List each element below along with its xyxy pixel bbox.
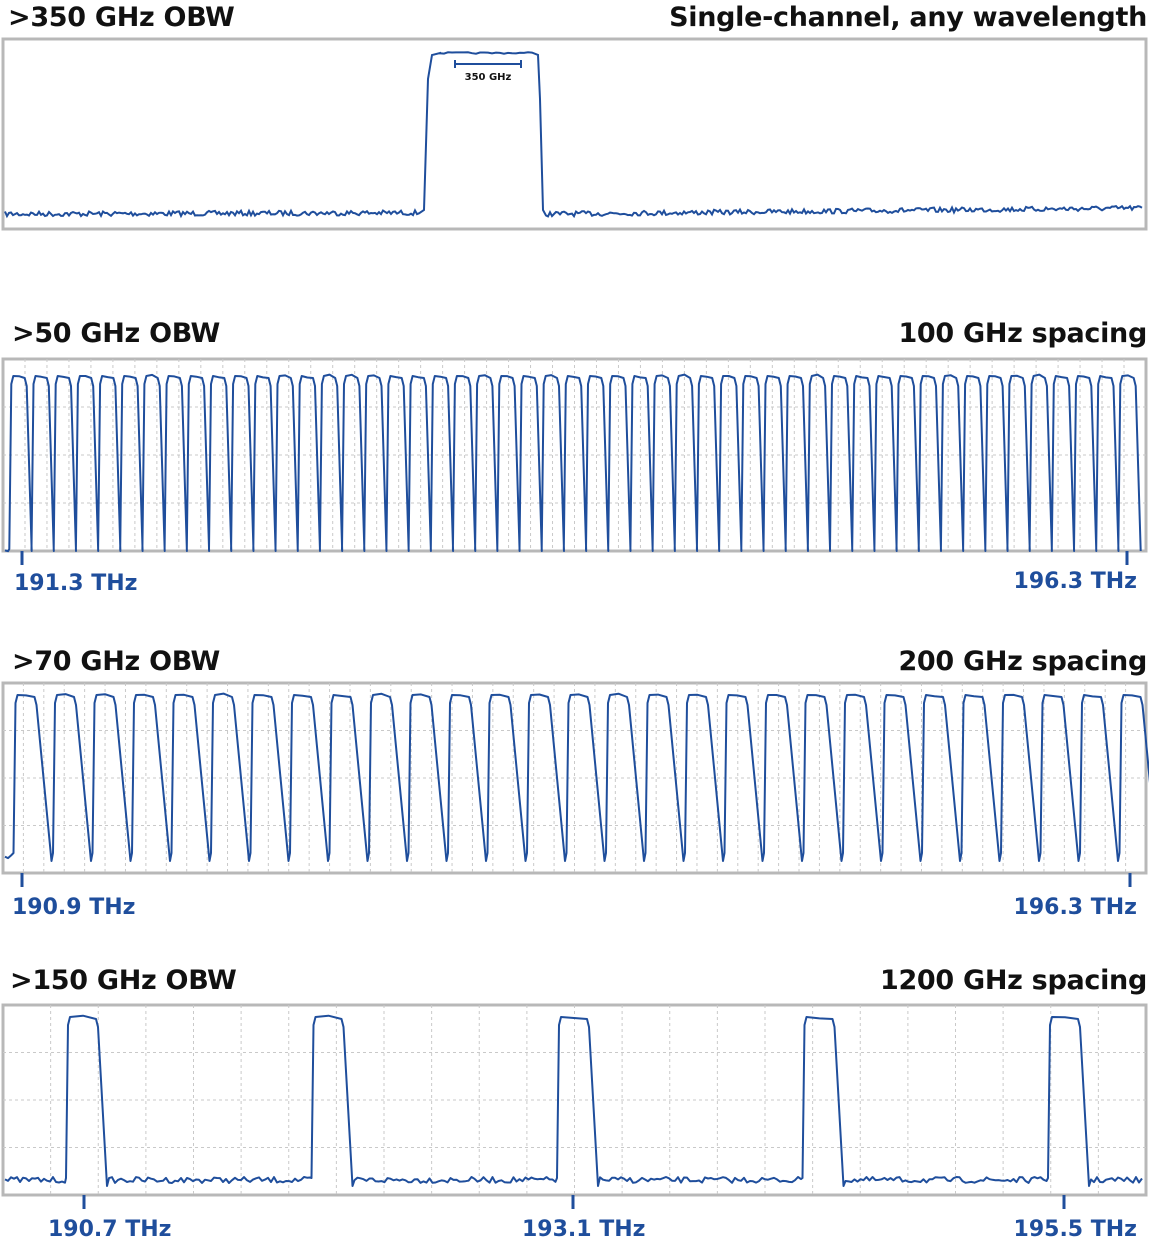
panel-2-tick-label-2: 196.3 THz xyxy=(1013,569,1137,594)
panel-4-tick-label-2: 193.1 THz xyxy=(522,1217,646,1242)
panel-1-plot: 350 GHz xyxy=(1,37,1148,231)
panel-1-title: >350 GHz OBW xyxy=(8,2,235,33)
panel-4-subtitle: 1200 GHz spacing xyxy=(879,965,1147,996)
panel-3-title: >70 GHz OBW xyxy=(12,646,221,677)
panel-3-tick-label-2: 196.3 THz xyxy=(1013,895,1137,920)
panel-4-trace xyxy=(4,1014,1143,1187)
panel-3-plot xyxy=(1,681,1149,887)
panel-2-trace xyxy=(4,373,1142,553)
panel-2-plot xyxy=(1,357,1148,565)
panel-3-subtitle: 200 GHz spacing xyxy=(898,646,1147,677)
panel-4-title: >150 GHz OBW xyxy=(10,965,237,996)
panel-1-annotation: 350 GHz xyxy=(465,72,512,83)
panel-4-tick-label-3: 195.5 THz xyxy=(1013,1217,1137,1242)
panel-3-tick-label-1: 190.9 THz xyxy=(12,895,136,920)
panel-3-trace xyxy=(4,692,1149,862)
panel-4-tick-label-1: 190.7 THz xyxy=(48,1217,172,1242)
panel-1-frame xyxy=(1,37,1148,231)
panel-1-subtitle: Single-channel, any wavelength xyxy=(669,2,1147,33)
panel-2-title: >50 GHz OBW xyxy=(12,318,221,349)
panel-1-trace xyxy=(4,51,1143,219)
panel-4-plot xyxy=(1,1003,1148,1209)
panel-2-tick-label-1: 191.3 THz xyxy=(14,571,138,596)
panel-2-subtitle: 100 GHz spacing xyxy=(898,318,1147,349)
